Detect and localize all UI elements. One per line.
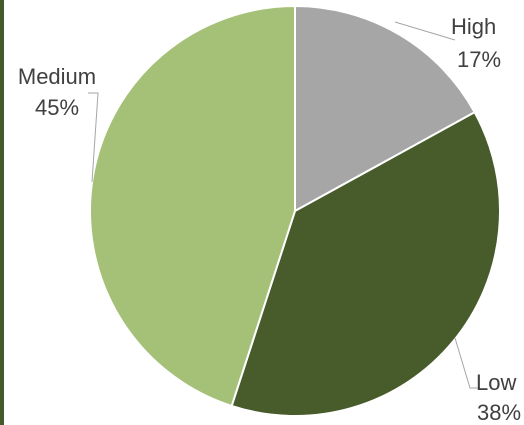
label-medium-name: Medium	[18, 64, 96, 89]
data-labels: High 17% Low 38% Medium 45%	[18, 14, 521, 425]
label-high-value: 17%	[457, 47, 501, 72]
leader-line-high	[394, 21, 456, 41]
pie-slices	[89, 4, 501, 417]
label-low-value: 38%	[477, 400, 521, 425]
leader-line-medium	[88, 92, 99, 183]
left-accent-bar	[0, 0, 4, 425]
leader-line-low	[454, 337, 480, 389]
pie-slice-low	[230, 110, 501, 417]
label-medium-value: 45%	[35, 95, 79, 120]
pie-slice-high	[294, 4, 477, 213]
label-low-name: Low	[476, 370, 516, 395]
leader-lines	[88, 21, 480, 389]
label-high-name: High	[451, 14, 496, 39]
